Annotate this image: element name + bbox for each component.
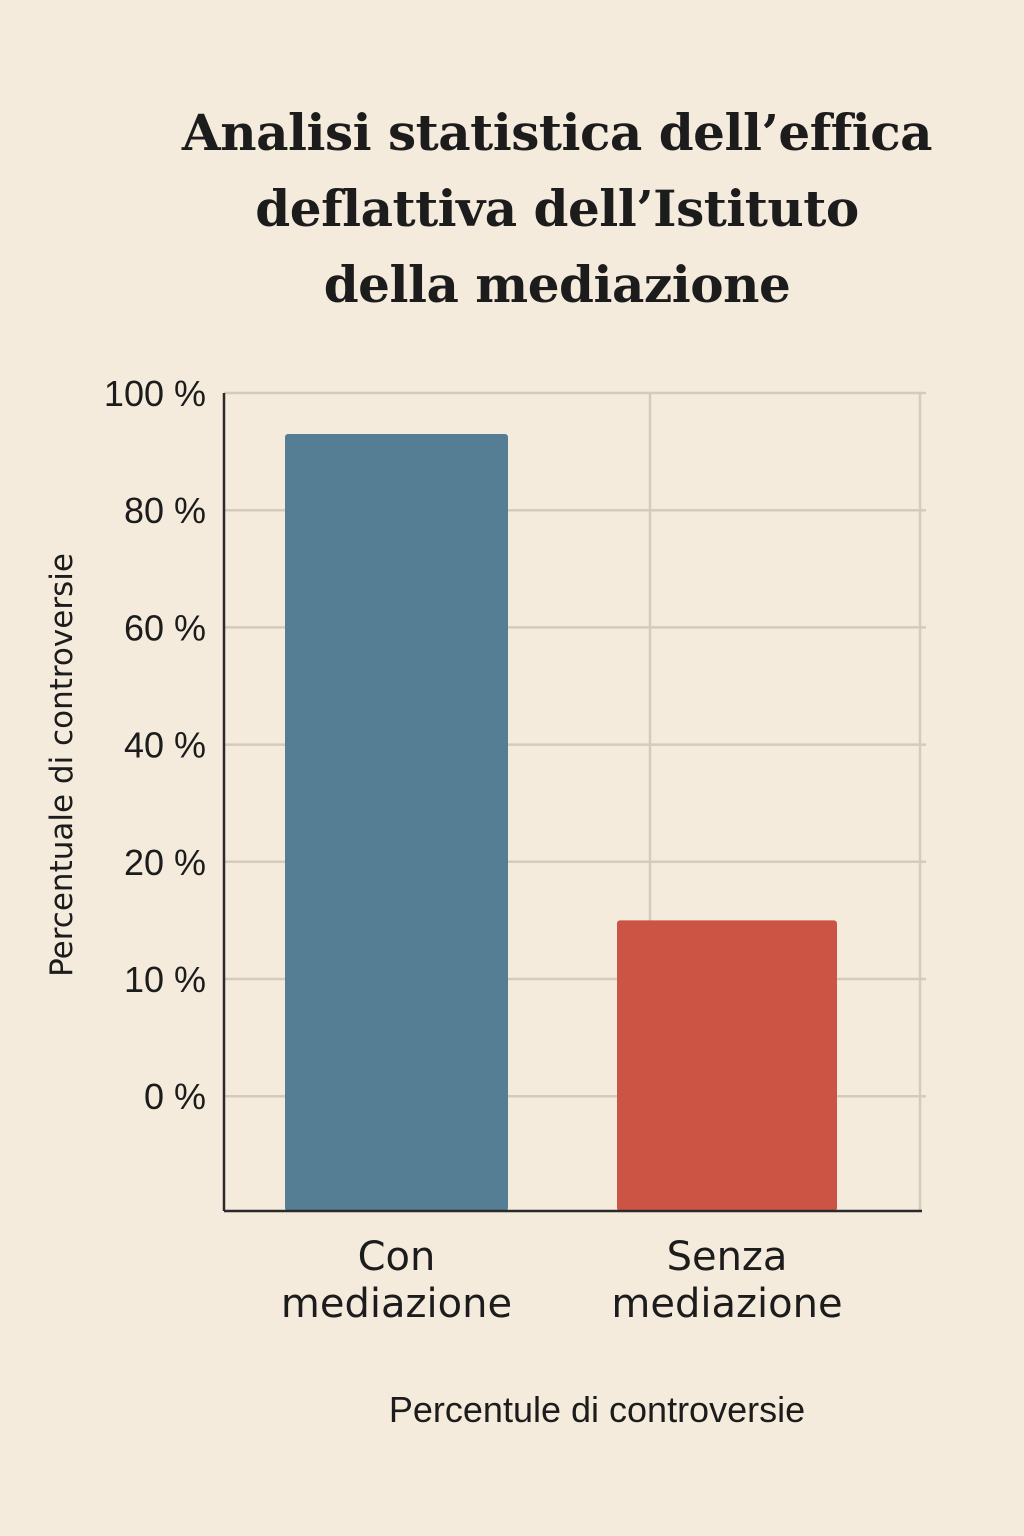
chart-title: Analisi statistica dell’effica deflattiv… bbox=[150, 95, 964, 323]
title-line: Analisi statistica dell’effica bbox=[181, 103, 933, 162]
y-tick-label: 0 % bbox=[144, 1076, 206, 1117]
x-axis-label: Percentule di controversie bbox=[388, 1389, 806, 1430]
x-tick-label: Senza bbox=[667, 1234, 788, 1280]
y-tick-label: 60 % bbox=[124, 607, 206, 648]
x-tick-label: Con bbox=[358, 1234, 436, 1280]
bar-0 bbox=[285, 434, 508, 1211]
y-axis-label: Percentuale di controversie bbox=[44, 553, 80, 977]
title-line: deflattiva dell’Istituto bbox=[255, 179, 859, 238]
y-tick-label: 20 % bbox=[124, 842, 206, 883]
x-tick-label: mediazione bbox=[281, 1281, 512, 1327]
x-tick-label: mediazione bbox=[611, 1281, 842, 1327]
title-line: della mediazione bbox=[323, 255, 791, 314]
bar-1 bbox=[617, 920, 837, 1211]
y-tick-label: 80 % bbox=[124, 490, 206, 531]
y-tick-label: 100 % bbox=[104, 373, 206, 414]
y-tick-label: 10 % bbox=[124, 959, 206, 1000]
y-tick-label: 40 % bbox=[124, 725, 206, 766]
